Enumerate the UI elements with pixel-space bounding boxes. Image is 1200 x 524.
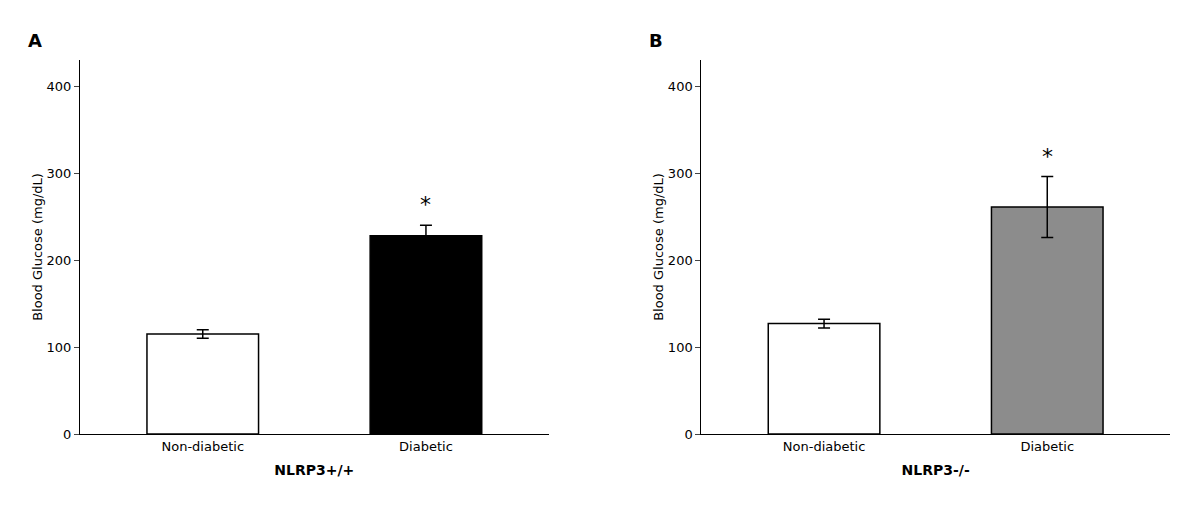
svg-text:Diabetic: Diabetic	[399, 439, 453, 454]
svg-text:400: 400	[668, 79, 693, 94]
svg-text:300: 300	[47, 166, 72, 181]
svg-text:100: 100	[47, 340, 72, 355]
svg-text:0: 0	[63, 427, 71, 442]
svg-text:*: *	[420, 192, 431, 217]
svg-text:400: 400	[47, 79, 72, 94]
svg-text:Diabetic: Diabetic	[1020, 439, 1074, 454]
svg-text:0: 0	[684, 427, 692, 442]
svg-text:*: *	[1042, 144, 1053, 169]
svg-text:NLRP3+/+: NLRP3+/+	[274, 462, 354, 478]
svg-text:200: 200	[668, 253, 693, 268]
svg-text:Blood Glucose (mg/dL): Blood Glucose (mg/dL)	[30, 173, 45, 321]
svg-text:Blood Glucose (mg/dL): Blood Glucose (mg/dL)	[651, 173, 666, 321]
svg-text:B: B	[649, 30, 663, 51]
svg-text:100: 100	[668, 340, 693, 355]
svg-text:200: 200	[47, 253, 72, 268]
svg-text:A: A	[28, 30, 42, 51]
svg-text:Non-diabetic: Non-diabetic	[161, 439, 244, 454]
svg-text:Non-diabetic: Non-diabetic	[783, 439, 866, 454]
svg-text:300: 300	[668, 166, 693, 181]
svg-text:NLRP3-/-: NLRP3-/-	[902, 462, 970, 478]
